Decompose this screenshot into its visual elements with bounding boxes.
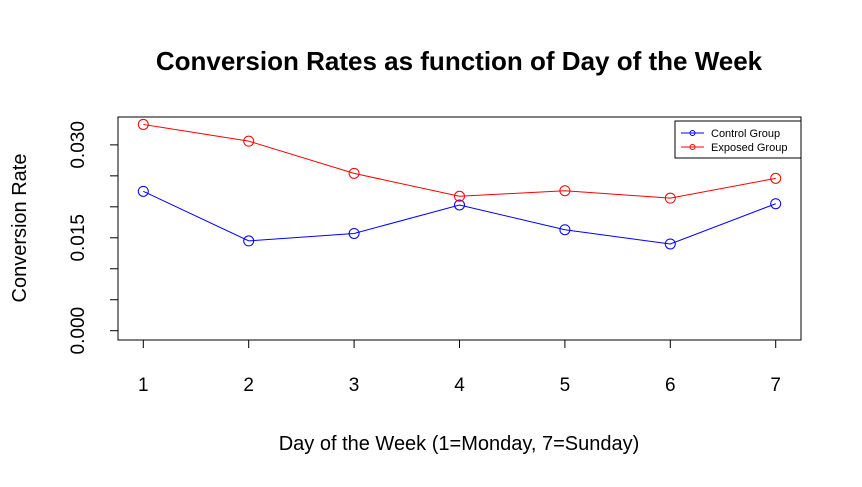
x-tick-label: 4 bbox=[454, 375, 465, 396]
chart-title: Conversion Rates as function of Day of t… bbox=[156, 46, 763, 76]
y-tick-label: 0.015 bbox=[68, 214, 89, 262]
legend-marker-exposed-group bbox=[689, 144, 696, 150]
data-point-exposed-group bbox=[770, 172, 782, 184]
legend-label-exposed-group: Exposed Group bbox=[711, 142, 787, 154]
data-point-exposed-group bbox=[137, 118, 149, 130]
data-point-exposed-group bbox=[559, 185, 571, 197]
y-axis-label: Conversion Rate bbox=[9, 154, 31, 303]
x-axis: 1 2 3 4 5 6 7 bbox=[138, 339, 781, 396]
data-point-control-group bbox=[770, 198, 782, 210]
data-point-exposed-group bbox=[454, 190, 465, 202]
series-line-control-group bbox=[143, 190, 776, 245]
x-tick-label: 2 bbox=[243, 375, 254, 396]
y-tick-label: 0.030 bbox=[68, 121, 89, 169]
data-point-control-group bbox=[454, 199, 465, 211]
data-point-control-group bbox=[559, 224, 571, 236]
x-tick-label: 1 bbox=[138, 375, 149, 396]
data-point-exposed-group bbox=[348, 167, 360, 179]
data-point-control-group bbox=[664, 238, 676, 250]
legend-marker-control-group bbox=[689, 130, 696, 136]
x-axis-label: Day of the Week (1=Monday, 7=Sunday) bbox=[279, 433, 640, 455]
x-tick-label: 3 bbox=[349, 375, 360, 396]
y-tick-label: 0.000 bbox=[68, 307, 89, 355]
x-tick-label: 6 bbox=[665, 375, 676, 396]
data-point-exposed-group bbox=[243, 135, 255, 147]
series-layer bbox=[137, 118, 782, 250]
data-point-control-group bbox=[348, 227, 360, 239]
legend-label-control-group: Control Group bbox=[711, 128, 780, 140]
data-point-control-group bbox=[137, 185, 149, 197]
x-tick-label: 7 bbox=[770, 375, 781, 396]
y-axis: 0.000 0.015 0.030 bbox=[68, 121, 119, 355]
data-point-exposed-group bbox=[664, 192, 676, 204]
x-tick-label: 5 bbox=[560, 375, 571, 396]
legend-box bbox=[674, 120, 802, 159]
legend: Control Group Exposed Group bbox=[674, 120, 802, 159]
data-point-control-group bbox=[243, 235, 255, 247]
series-line-exposed-group bbox=[143, 123, 776, 199]
